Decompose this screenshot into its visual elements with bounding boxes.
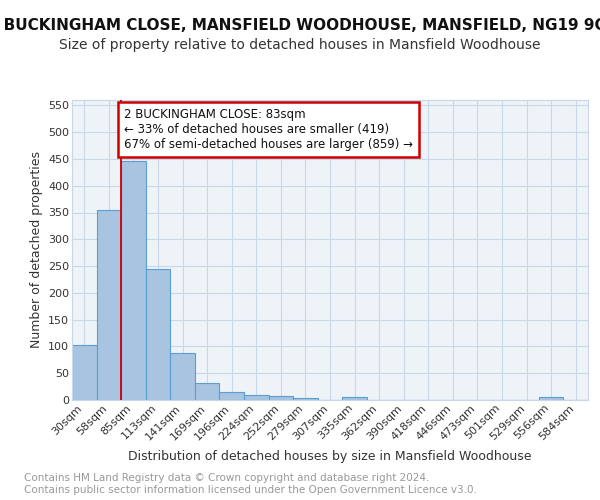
Text: Contains HM Land Registry data © Crown copyright and database right 2024.
Contai: Contains HM Land Registry data © Crown c…	[24, 474, 477, 495]
Bar	[97, 210, 121, 400]
Bar	[170, 353, 195, 400]
Text: Size of property relative to detached houses in Mansfield Woodhouse: Size of property relative to detached ho…	[59, 38, 541, 52]
Text: 2, BUCKINGHAM CLOSE, MANSFIELD WOODHOUSE, MANSFIELD, NG19 9GY: 2, BUCKINGHAM CLOSE, MANSFIELD WOODHOUSE…	[0, 18, 600, 32]
X-axis label: Distribution of detached houses by size in Mansfield Woodhouse: Distribution of detached houses by size …	[128, 450, 532, 463]
Y-axis label: Number of detached properties: Number of detached properties	[29, 152, 43, 348]
Bar	[220, 392, 244, 400]
Bar	[342, 398, 367, 400]
Bar	[244, 394, 269, 400]
Bar	[146, 269, 170, 400]
Bar	[269, 396, 293, 400]
Bar	[539, 398, 563, 400]
Bar	[72, 346, 97, 400]
Bar	[293, 398, 318, 400]
Text: 2 BUCKINGHAM CLOSE: 83sqm
← 33% of detached houses are smaller (419)
67% of semi: 2 BUCKINGHAM CLOSE: 83sqm ← 33% of detac…	[124, 108, 413, 151]
Bar	[121, 160, 146, 400]
Bar	[195, 384, 220, 400]
